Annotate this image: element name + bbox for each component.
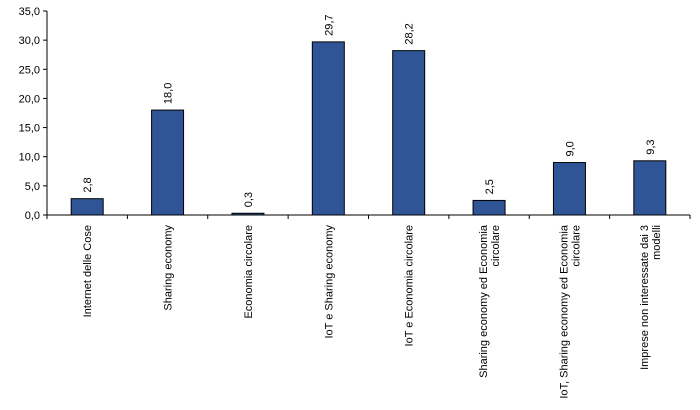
y-tick-label: 30,0 — [19, 35, 40, 47]
y-tick-label: 5,0 — [25, 181, 40, 193]
data-label: 2,5 — [484, 179, 496, 194]
y-axis: 0,0 5,0 10,0 15,0 20,0 25,0 30,0 35,0 — [19, 6, 48, 222]
data-labels: 2,8 18,0 0,3 29,7 28,2 2,5 9,0 9,3 — [82, 14, 657, 207]
category-label: Sharing economy — [163, 225, 175, 311]
bar — [231, 212, 265, 216]
category-labels: Internet delle Cose Sharing economy Econom… — [82, 224, 663, 399]
category-label: Imprese non interessate dai 3modelli — [639, 225, 663, 370]
data-label: 2,8 — [82, 177, 94, 192]
bar — [472, 199, 506, 216]
category-label: Internet delle Cose — [82, 225, 94, 317]
bar — [392, 50, 426, 216]
bar — [151, 109, 185, 216]
y-tick-label: 15,0 — [19, 123, 40, 135]
x-axis — [46, 214, 691, 219]
bar — [633, 160, 667, 216]
category-label: IoT, Sharing economy ed Economiacircolar… — [558, 224, 582, 399]
y-tick-label: 20,0 — [19, 93, 40, 105]
category-label: Economia circolare — [243, 225, 255, 319]
category-label: IoT e Economia circolare — [404, 225, 416, 346]
bars — [70, 41, 667, 216]
y-tick-label: 0,0 — [25, 210, 40, 222]
bar — [552, 162, 586, 216]
y-tick-label: 10,0 — [19, 152, 40, 164]
data-label: 0,3 — [243, 192, 255, 207]
data-label: 9,0 — [564, 141, 576, 156]
data-label: 18,0 — [163, 83, 175, 104]
data-label: 9,3 — [645, 139, 657, 154]
y-tick-label: 35,0 — [19, 6, 40, 18]
y-tick-label: 25,0 — [19, 64, 40, 76]
data-label: 29,7 — [323, 14, 335, 35]
bar — [70, 198, 104, 216]
data-label: 28,2 — [404, 23, 416, 44]
category-label: IoT e Sharing economy — [323, 225, 335, 339]
bar — [311, 41, 345, 216]
category-label: Sharing economy ed Economiacircolare — [478, 224, 502, 378]
